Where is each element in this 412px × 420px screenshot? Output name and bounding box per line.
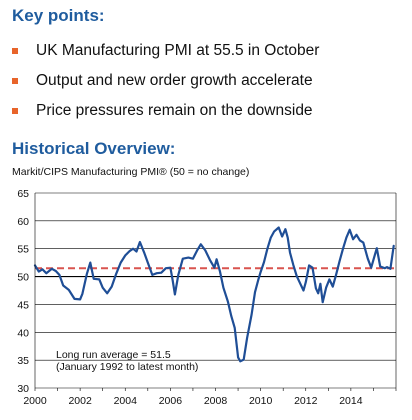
x-tick-label: 2014 [339, 395, 363, 407]
average-period-annotation: (January 1992 to latest month) [56, 361, 198, 373]
bullet-square-icon [12, 48, 18, 54]
y-tick-label: 35 [17, 355, 29, 367]
x-tick-label: 2006 [159, 395, 183, 407]
x-tick-label: 2004 [114, 395, 138, 407]
pmi-series-line [33, 226, 395, 363]
annotation-group: Long run average = 51.5(January 1992 to … [56, 349, 198, 373]
key-point-item: Output and new order growth accelerate [12, 66, 319, 96]
y-tick-label: 60 [17, 216, 29, 228]
y-tick-label: 30 [17, 383, 29, 395]
y-tick-label: 65 [17, 188, 29, 200]
chart-title: Markit/CIPS Manufacturing PMI® (50 = no … [12, 166, 250, 178]
x-tick-label: 2008 [204, 395, 228, 407]
axes: 30 35 40 45 50 55 60 65 2000 2002 2004 2006 2008 2010… [17, 188, 397, 407]
key-point-item: Price pressures remain on the downside [12, 96, 319, 126]
bullet-square-icon [12, 78, 18, 84]
key-point-text: Price pressures remain on the downside [36, 102, 313, 119]
historical-overview-heading: Historical Overview: [12, 139, 176, 158]
average-annotation: Long run average = 51.5 [56, 349, 171, 361]
x-tick-label: 2000 [23, 395, 47, 407]
key-point-item: UK Manufacturing PMI at 55.5 in October [12, 36, 319, 66]
key-points-list: UK Manufacturing PMI at 55.5 in October … [12, 36, 319, 126]
grid-lines [35, 192, 396, 389]
bullet-square-icon [12, 108, 18, 114]
key-point-text: UK Manufacturing PMI at 55.5 in October [36, 42, 320, 59]
x-tick-label: 2002 [68, 395, 92, 407]
y-tick-label: 55 [17, 244, 29, 256]
x-tick-label: 2012 [294, 395, 318, 407]
y-tick-label: 40 [17, 327, 29, 339]
key-point-text: Output and new order growth accelerate [36, 72, 313, 89]
x-tick-label: 2010 [249, 395, 273, 407]
y-tick-label: 45 [17, 299, 29, 311]
key-points-heading: Key points: [12, 6, 105, 25]
y-tick-label: 50 [17, 272, 29, 284]
series-group [33, 226, 395, 363]
